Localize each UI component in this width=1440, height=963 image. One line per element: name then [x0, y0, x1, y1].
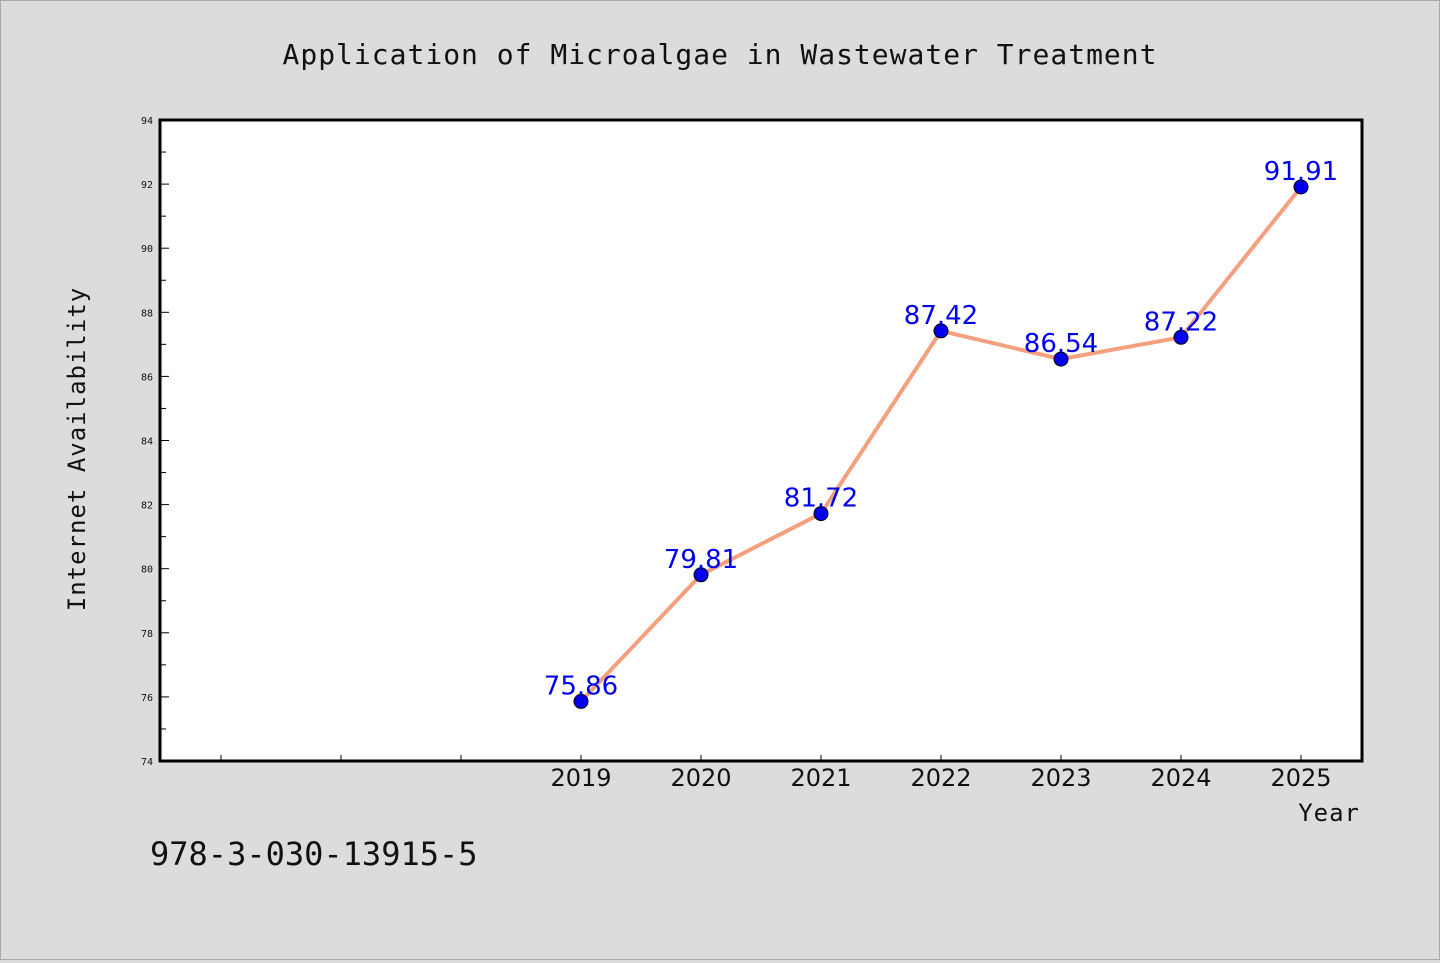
y-tick-label: 86 — [141, 372, 153, 383]
x-tick-label: 2020 — [670, 764, 731, 792]
x-tick-label: 2023 — [1030, 764, 1091, 792]
x-tick-label: 2022 — [910, 764, 971, 792]
data-label: 75.86 — [544, 671, 618, 701]
isbn-footer: 978-3-030-13915-5 — [150, 835, 478, 873]
y-tick-label: 84 — [141, 437, 153, 448]
chart-title: Application of Microalgae in Wastewater … — [282, 38, 1157, 71]
y-tick-label: 82 — [141, 501, 153, 512]
x-tick-label: 2025 — [1270, 764, 1331, 792]
data-label: 87.22 — [1144, 307, 1218, 337]
plot-area — [160, 120, 1362, 761]
y-tick-label: 92 — [141, 180, 153, 191]
y-tick-label: 90 — [141, 244, 153, 255]
y-tick-label: 88 — [141, 308, 153, 319]
data-labels: 75.86 79.81 81.72 87.42 86.54 87.22 91.91 — [544, 157, 1338, 701]
x-axis-label: Year — [1298, 799, 1360, 827]
axis-ticks: 74 76 78 80 82 84 86 88 90 92 94 2019 2020 2021 2022 20… — [141, 116, 1332, 792]
data-label: 81.72 — [784, 484, 858, 514]
plot-frame — [158, 118, 1364, 763]
x-tick-label: 2024 — [1150, 764, 1211, 792]
y-axis-label: Internet Availability — [63, 287, 91, 611]
y-tick-label: 74 — [141, 757, 153, 768]
x-tick-label: 2019 — [550, 764, 611, 792]
data-label: 79.81 — [664, 545, 738, 575]
data-point — [813, 506, 829, 522]
data-label: 87.42 — [904, 301, 978, 331]
data-point — [933, 323, 949, 339]
data-point — [1053, 351, 1069, 367]
data-label: 86.54 — [1024, 329, 1098, 359]
data-point — [1293, 179, 1309, 195]
y-tick-label: 76 — [141, 693, 153, 704]
data-point — [693, 567, 709, 583]
y-tick-label: 78 — [141, 629, 153, 640]
x-tick-label: 2021 — [790, 764, 851, 792]
series-markers — [573, 179, 1309, 709]
y-tick-label: 80 — [141, 565, 153, 576]
data-point — [1173, 329, 1189, 345]
data-point — [573, 693, 589, 709]
data-label: 91.91 — [1264, 157, 1338, 187]
y-tick-label: 94 — [141, 116, 153, 127]
